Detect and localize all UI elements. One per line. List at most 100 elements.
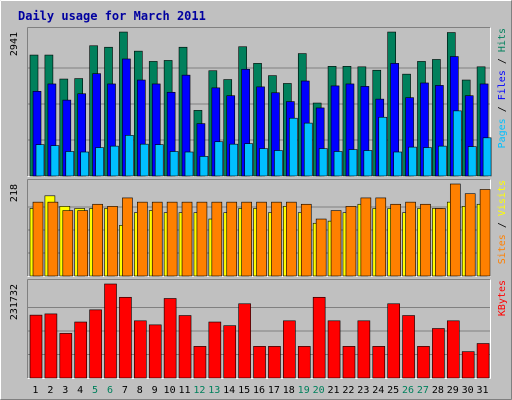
bar-sites — [479, 189, 491, 277]
x-tick-label: 4 — [77, 385, 83, 396]
bar-pages — [482, 137, 492, 177]
bar-kbytes — [446, 320, 460, 379]
bar-sites — [181, 201, 193, 277]
bar-kbytes — [402, 315, 415, 379]
bar-pages — [408, 146, 417, 177]
bar-pages — [199, 156, 209, 177]
legend-text: KBytes — [497, 280, 508, 316]
bar-kbytes — [59, 333, 73, 379]
x-tick-label: 10 — [164, 385, 176, 396]
bar-pages — [125, 135, 134, 177]
bar-kbytes — [89, 309, 102, 379]
x-tick-label: 14 — [223, 385, 235, 396]
bar-kbytes — [29, 314, 43, 379]
bar-kbytes — [476, 343, 490, 379]
y-max-label: 2941 — [9, 32, 20, 56]
bar-sites — [77, 210, 89, 277]
panel-kbytes: 231732 KBytes — [9, 279, 508, 379]
x-tick-label: 26 — [402, 385, 414, 396]
bar-kbytes — [104, 283, 117, 379]
bar-kbytes — [372, 346, 386, 379]
bar-kbytes — [297, 346, 311, 379]
bar-kbytes — [193, 346, 207, 379]
bar-sites — [375, 197, 387, 277]
bar-sites — [196, 201, 208, 277]
bar-pages — [452, 110, 462, 177]
bar-kbytes — [208, 321, 222, 379]
bar-kbytes — [223, 325, 237, 379]
x-tick-label: 6 — [107, 385, 113, 396]
x-tick-label: 2 — [47, 385, 53, 396]
bar-sites — [137, 201, 148, 277]
legend: KBytes — [497, 280, 508, 316]
bar-sites — [390, 203, 401, 277]
y-max-label: 231732 — [9, 284, 20, 320]
bar-sites — [345, 206, 357, 277]
legend-kbytes: KBytes — [497, 280, 508, 316]
bar-pages — [214, 141, 224, 177]
bar-pages — [363, 150, 373, 177]
bar-sites — [405, 201, 416, 277]
legend-visits: Visits — [497, 180, 508, 216]
bar-sites — [241, 201, 252, 277]
bar-sites — [330, 210, 342, 277]
bar-sites — [211, 201, 223, 277]
x-tick-label: 22 — [342, 385, 354, 396]
x-tick-label: 7 — [122, 385, 128, 396]
bar-kbytes — [119, 296, 132, 379]
bar-kbytes — [387, 303, 400, 379]
x-tick-label: 11 — [178, 385, 190, 396]
bar-sites — [360, 197, 372, 277]
bar-kbytes — [461, 351, 475, 379]
bar-pages — [467, 146, 477, 177]
bar-pages — [229, 143, 239, 177]
bar-pages — [378, 116, 388, 177]
x-tick-label: 15 — [238, 385, 250, 396]
bar-pages — [110, 145, 119, 177]
bar-sites — [449, 183, 461, 277]
bar-sites — [92, 203, 103, 277]
bar-pages — [169, 151, 179, 177]
bar-pages — [184, 151, 194, 177]
panel-hits-files-pages: 2941 Pages / Files / Hits — [9, 27, 508, 177]
bar-pages — [35, 144, 45, 177]
bar-kbytes — [163, 298, 177, 379]
bar-kbytes — [432, 328, 445, 379]
legend-separator: / — [497, 100, 508, 118]
legend-hits: Hits — [497, 28, 508, 52]
bar-sites — [107, 206, 118, 277]
x-tick-label: 3 — [62, 385, 68, 396]
bar-kbytes — [283, 320, 296, 379]
x-tick-label: 24 — [372, 385, 384, 396]
chart-title: Daily usage for March 2011 — [18, 9, 206, 23]
bar-kbytes — [253, 346, 266, 379]
legend-sites: Sites — [497, 234, 508, 264]
bar-sites — [256, 201, 267, 277]
bar-pages — [438, 145, 447, 177]
x-tick-label: 31 — [477, 385, 489, 396]
bar-kbytes — [178, 315, 192, 379]
bar-kbytes — [148, 324, 162, 379]
bar-pages — [274, 150, 283, 177]
x-tick-label: 12 — [193, 385, 205, 396]
bar-kbytes — [134, 320, 147, 379]
x-tick-label: 9 — [152, 385, 158, 396]
x-tick-label: 1 — [32, 385, 38, 396]
bar-kbytes — [342, 346, 356, 379]
x-tick-label: 5 — [92, 385, 98, 396]
bar-pages — [80, 151, 90, 177]
legend: Pages / Files / Hits — [497, 28, 508, 148]
x-tick-label: 17 — [268, 385, 280, 396]
bar-kbytes — [327, 320, 341, 379]
bar-pages — [244, 143, 253, 177]
bar-pages — [348, 149, 358, 177]
bar-kbytes — [74, 321, 88, 379]
bar-kbytes — [357, 320, 371, 379]
bar-pages — [140, 143, 149, 177]
x-tick-label: 16 — [253, 385, 265, 396]
bar-pages — [423, 147, 432, 177]
bar-pages — [289, 117, 298, 177]
x-tick-label: 28 — [432, 385, 444, 396]
bar-sites — [271, 201, 282, 277]
bar-sites — [151, 201, 163, 277]
